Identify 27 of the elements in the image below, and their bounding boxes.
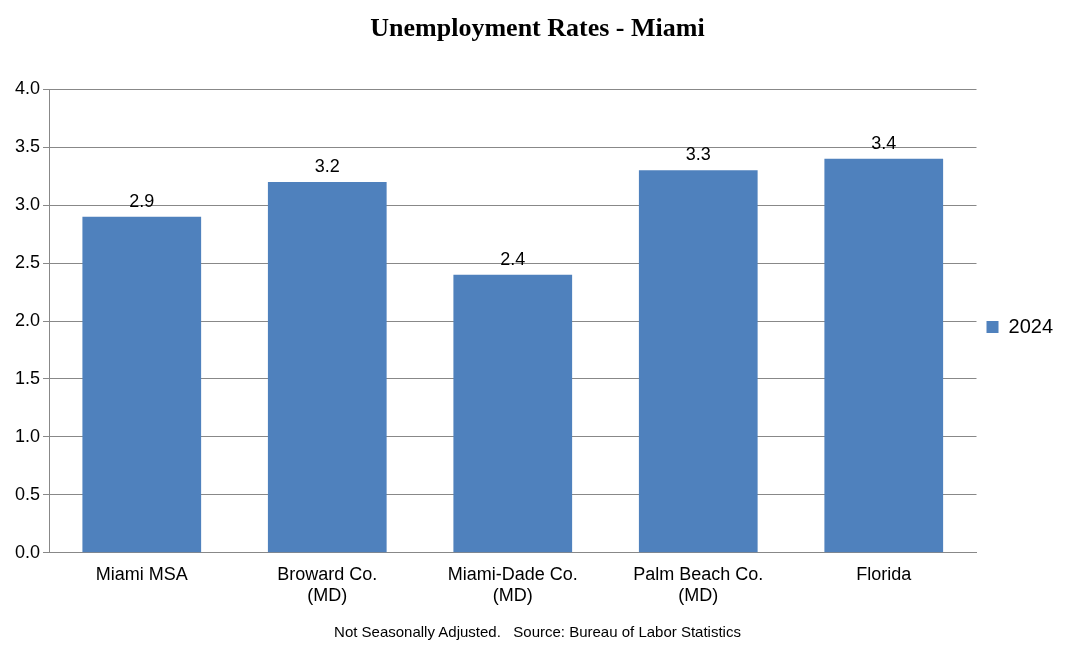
legend-label: 2024 bbox=[1008, 314, 1054, 337]
y-tick-label: 1.0 bbox=[14, 425, 41, 446]
bar bbox=[824, 158, 944, 553]
data-label: 3.3 bbox=[685, 144, 711, 165]
data-label: 3.4 bbox=[871, 132, 897, 153]
bar bbox=[82, 216, 202, 553]
data-label: 3.2 bbox=[314, 155, 340, 176]
bar bbox=[453, 274, 573, 553]
data-label: 2.4 bbox=[500, 248, 526, 269]
x-tick-label: Miami MSA bbox=[95, 563, 188, 584]
x-tick-label: Florida bbox=[856, 563, 913, 584]
bar bbox=[267, 181, 387, 553]
y-tick-label: 0.5 bbox=[14, 483, 41, 504]
x-tick-label: Broward Co. (MD) bbox=[277, 563, 378, 606]
bar bbox=[638, 170, 758, 553]
y-tick-label: 1.5 bbox=[14, 367, 41, 388]
data-label: 2.9 bbox=[129, 190, 155, 211]
x-tick-label: Palm Beach Co. (MD) bbox=[633, 563, 764, 606]
text: Not Seasonally Adjusted. Source: Bureau of Labor Statistics bbox=[334, 623, 741, 641]
y-tick-label: 2.5 bbox=[14, 252, 41, 273]
y-tick-label: 0.0 bbox=[14, 541, 41, 562]
y-tick-label: 2.0 bbox=[14, 309, 41, 330]
y-tick-label: 4.0 bbox=[14, 78, 41, 99]
chart-title: Unemployment Rates - Miami bbox=[370, 13, 705, 43]
y-tick-label: 3.5 bbox=[14, 136, 41, 157]
y-tick-label: 3.0 bbox=[14, 194, 41, 215]
x-tick-label: Miami-Dade Co. (MD) bbox=[447, 563, 578, 606]
